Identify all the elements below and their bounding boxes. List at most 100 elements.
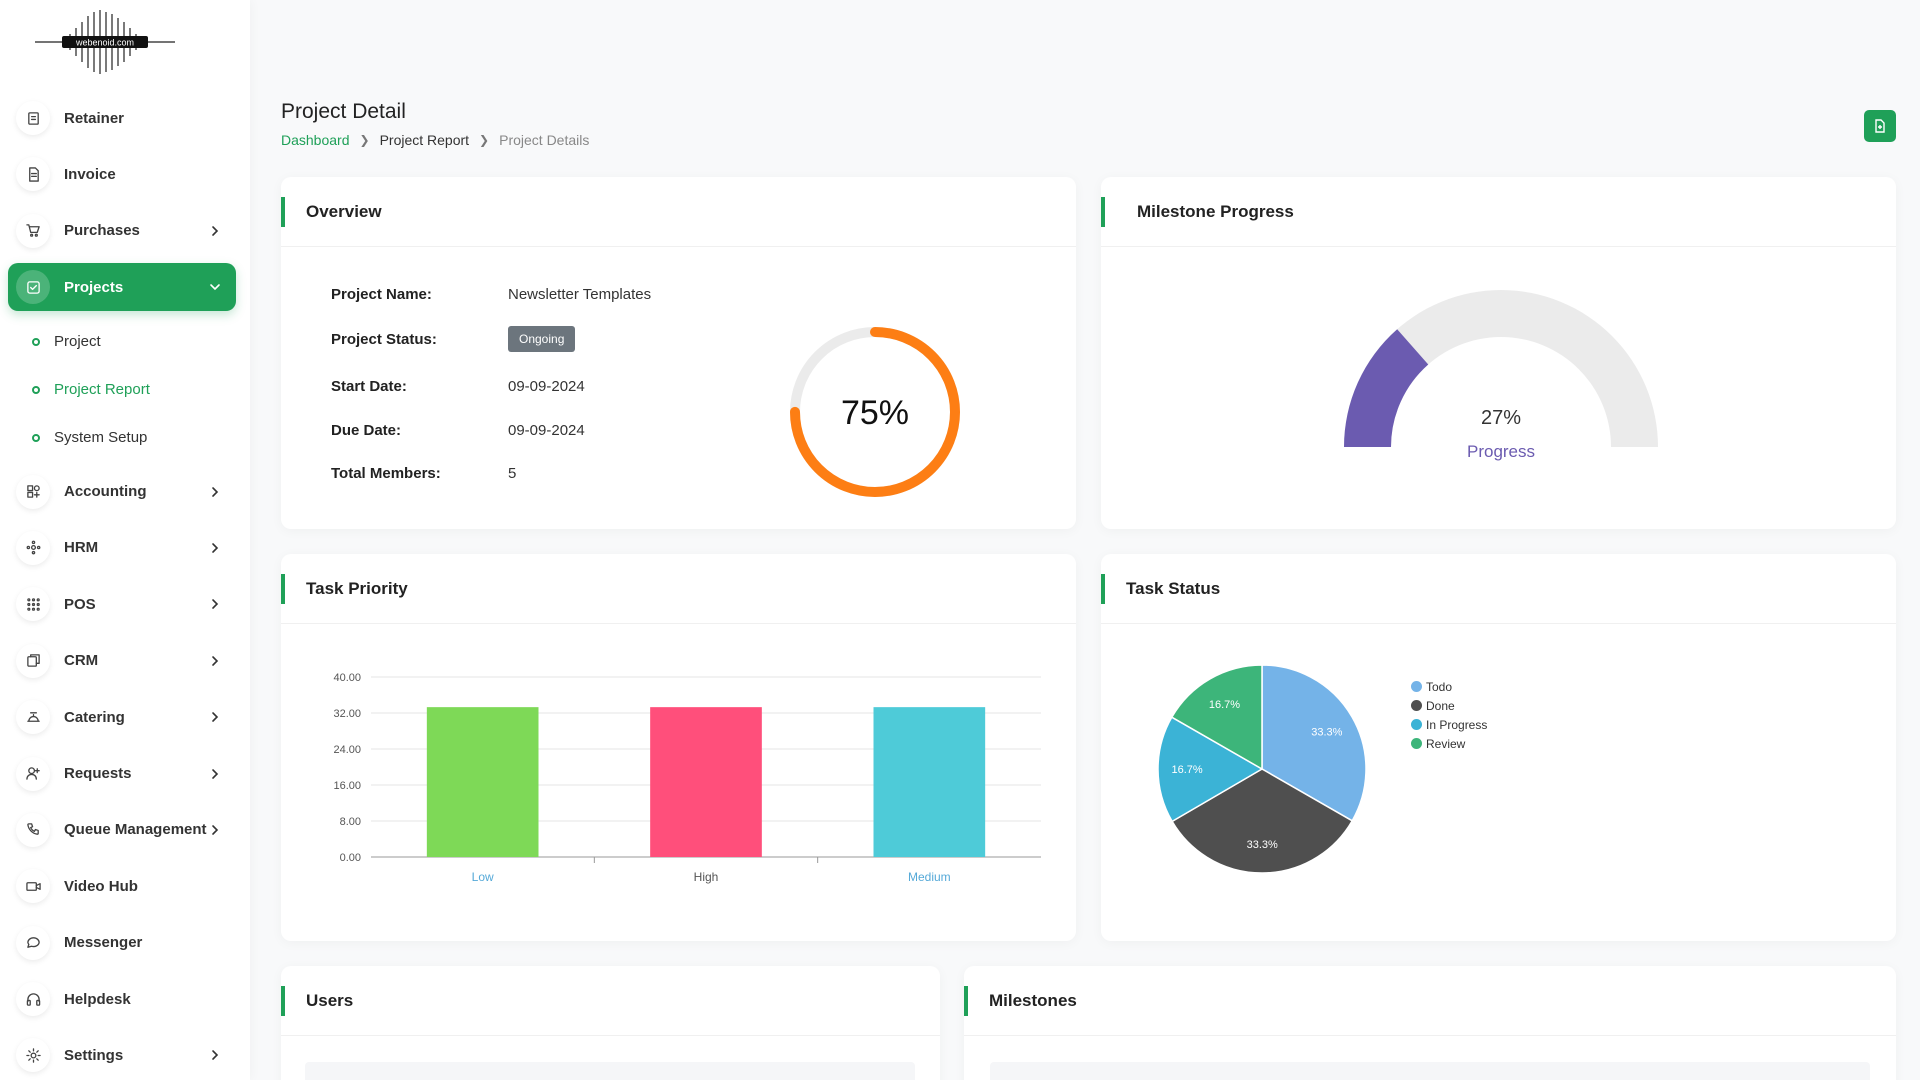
gauge-caption: Progress bbox=[1467, 442, 1535, 461]
sidebar-item-invoice[interactable]: Invoice bbox=[8, 150, 236, 198]
breadcrumb-dashboard[interactable]: Dashboard bbox=[281, 132, 350, 148]
pie-value-label: 16.7% bbox=[1172, 764, 1203, 776]
sidebar-item-label: Invoice bbox=[64, 165, 116, 183]
sidebar-item-requests[interactable]: Requests bbox=[8, 750, 236, 798]
submenu-dot-icon bbox=[32, 433, 40, 442]
pie-slice-todo bbox=[1261, 664, 1367, 822]
headset-icon bbox=[16, 982, 50, 1017]
legend-label: Todo bbox=[1426, 679, 1453, 694]
pie-slice-review bbox=[1170, 664, 1263, 771]
submenu-dot-icon bbox=[32, 385, 40, 394]
sidebar-item-retainer[interactable]: Retainer bbox=[8, 94, 236, 142]
milestone-progress-card: Milestone Progress 27% Progress bbox=[1101, 177, 1896, 529]
pie-slice-done bbox=[1171, 768, 1354, 874]
due-date-value: 09-09-2024 bbox=[508, 422, 585, 439]
chevron-right-icon bbox=[212, 655, 219, 666]
chevron-right-icon bbox=[212, 599, 219, 610]
legend-swatch bbox=[1411, 738, 1422, 749]
progress-ring-label: 75% bbox=[841, 394, 909, 432]
submenu-item-label: Project Report bbox=[54, 381, 150, 399]
legend-swatch bbox=[1411, 719, 1422, 730]
sidebar-item-label: POS bbox=[64, 595, 96, 613]
legend-item-done[interactable]: Done bbox=[1411, 696, 1487, 715]
sidebar-item-label: HRM bbox=[64, 539, 99, 557]
sidebar-item-label: Retainer bbox=[64, 109, 125, 127]
export-button[interactable] bbox=[1864, 110, 1896, 142]
y-tick-label: 0.00 bbox=[340, 852, 361, 864]
submenu-item-project[interactable]: Project bbox=[8, 318, 236, 366]
task-status-card: Task Status 33.3% 33.3% 16.7% 16.7% Todo Don… bbox=[1101, 554, 1896, 941]
total-members-value: 5 bbox=[508, 465, 517, 482]
project-status-label: Project Status: bbox=[331, 330, 437, 348]
submenu-item-project-report[interactable]: Project Report bbox=[8, 366, 236, 414]
sidebar-item-label: Requests bbox=[64, 765, 132, 783]
status-badge: Ongoing bbox=[508, 326, 576, 352]
projects-icon bbox=[16, 270, 50, 305]
users-title: Users bbox=[306, 990, 354, 1010]
sidebar-item-hrm[interactable]: HRM bbox=[8, 524, 236, 572]
sidebar-item-video-hub[interactable]: Video Hub bbox=[8, 862, 236, 910]
sidebar-item-label: CRM bbox=[64, 652, 99, 670]
chevron-right-icon bbox=[212, 712, 219, 722]
user-plus-icon bbox=[16, 756, 50, 791]
cart-icon bbox=[16, 213, 50, 248]
sidebar-item-label: Messenger bbox=[64, 934, 143, 952]
users-table-header bbox=[305, 1062, 915, 1080]
legend-item-review[interactable]: Review bbox=[1411, 734, 1487, 753]
sidebar-item-helpdesk[interactable]: Helpdesk bbox=[8, 975, 236, 1023]
submenu-item-label: Project bbox=[54, 333, 101, 351]
bar-high bbox=[650, 707, 762, 857]
retainer-icon bbox=[16, 101, 50, 135]
sidebar-item-messenger[interactable]: Messenger bbox=[8, 919, 236, 967]
chevron-right-icon bbox=[212, 225, 219, 236]
crm-icon bbox=[16, 643, 50, 678]
milestones-table-header bbox=[990, 1062, 1870, 1080]
legend-label: Review bbox=[1426, 736, 1466, 751]
sidebar-item-catering[interactable]: Catering bbox=[8, 693, 236, 741]
legend-item-in-progress[interactable]: In Progress bbox=[1411, 715, 1487, 734]
company-logo[interactable]: webenoid.com bbox=[30, 8, 180, 76]
y-tick-label: 8.00 bbox=[340, 816, 361, 828]
chevron-right-icon bbox=[212, 486, 219, 497]
sidebar-item-label: Queue Management bbox=[64, 821, 207, 839]
projects-submenu: Project Project Report System Setup bbox=[8, 318, 236, 462]
sidebar-menu: Retainer Invoice Purchases Projects Project P… bbox=[8, 94, 236, 1080]
y-tick-label: 40.00 bbox=[333, 672, 361, 684]
sidebar-item-settings[interactable]: Settings bbox=[8, 1031, 236, 1079]
project-name-label: Project Name: bbox=[331, 286, 432, 303]
y-tick-label: 32.00 bbox=[333, 708, 361, 720]
gear-icon bbox=[16, 1038, 50, 1073]
task-priority-card: Task Priority 0.00 8.00 16.00 24.00 32.00 40.… bbox=[281, 554, 1076, 941]
task-priority-title: Task Priority bbox=[306, 578, 408, 598]
sidebar: webenoid.com Retainer Invoice Purchases Pro… bbox=[0, 0, 250, 1080]
sidebar-item-label: Video Hub bbox=[64, 877, 138, 895]
chevron-right-icon bbox=[212, 768, 219, 779]
sidebar-item-pos[interactable]: POS bbox=[8, 580, 236, 628]
sidebar-item-purchases[interactable]: Purchases bbox=[8, 207, 236, 255]
submenu-item-system-setup[interactable]: System Setup bbox=[8, 414, 236, 462]
sidebar-item-projects[interactable]: Projects bbox=[8, 263, 236, 312]
legend-swatch bbox=[1411, 700, 1422, 711]
chevron-right-icon: ❯ bbox=[479, 133, 490, 147]
sidebar-item-crm[interactable]: CRM bbox=[8, 637, 236, 685]
breadcrumb-project-report[interactable]: Project Report bbox=[379, 132, 470, 148]
sidebar-item-queue-management[interactable]: Queue Management bbox=[8, 806, 236, 854]
legend-label: Done bbox=[1426, 698, 1455, 713]
sidebar-item-accounting[interactable]: Accounting bbox=[8, 468, 236, 516]
legend-label: In Progress bbox=[1426, 717, 1488, 732]
pie-value-label: 33.3% bbox=[1311, 726, 1342, 738]
file-export-icon bbox=[1875, 119, 1885, 133]
gauge-track bbox=[1344, 290, 1658, 447]
due-date-row: Due Date: 09-09-2024 bbox=[331, 422, 585, 439]
submenu-dot-icon bbox=[32, 337, 40, 346]
task-priority-bar-chart: 0.00 8.00 16.00 24.00 32.00 40.00 Low High Mediu… bbox=[333, 672, 1041, 884]
sidebar-item-label: Settings bbox=[64, 1046, 124, 1064]
chevron-down-icon bbox=[210, 284, 220, 291]
breadcrumb: Dashboard ❯ Project Report ❯ Project Det… bbox=[281, 132, 589, 148]
pie-value-label: 16.7% bbox=[1209, 699, 1240, 711]
legend-item-todo[interactable]: Todo bbox=[1411, 677, 1487, 696]
logo-text: webenoid.com bbox=[75, 38, 134, 48]
bar-low bbox=[426, 707, 539, 857]
project-name-row: Project Name: Newsletter Templates bbox=[331, 286, 651, 303]
sidebar-item-label: Purchases bbox=[64, 222, 140, 240]
